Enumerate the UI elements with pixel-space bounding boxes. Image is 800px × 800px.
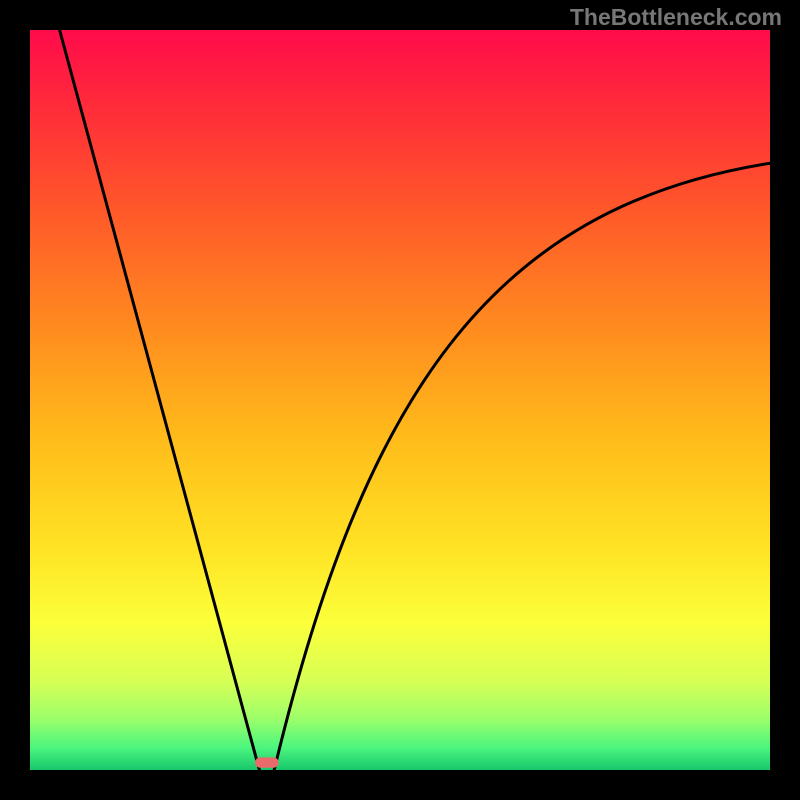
watermark-text: TheBottleneck.com (570, 4, 782, 31)
plot-area (30, 30, 770, 770)
chart-frame: TheBottleneck.com (0, 0, 800, 800)
chart-svg (30, 30, 770, 770)
gradient-background (30, 30, 770, 770)
min-marker (255, 757, 279, 767)
